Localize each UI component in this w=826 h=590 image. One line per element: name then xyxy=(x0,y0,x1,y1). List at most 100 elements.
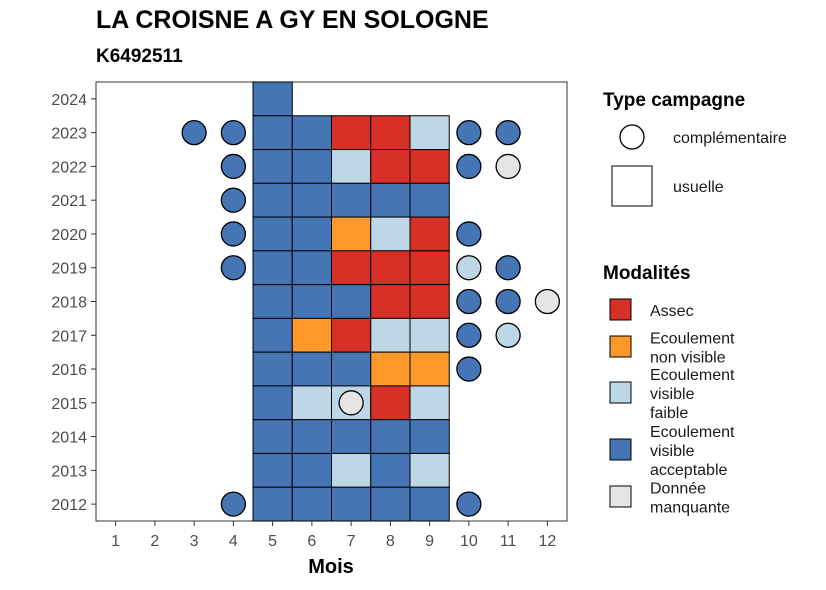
y-tick-label: 2013 xyxy=(51,463,87,480)
square-mark xyxy=(252,216,293,252)
y-tick-label: 2016 xyxy=(51,362,87,379)
square-mark xyxy=(370,419,411,454)
x-tick-label: 4 xyxy=(229,533,238,550)
square-mark xyxy=(409,250,450,286)
legend-label-line: Ecoulement xyxy=(650,367,735,384)
x-tick-label: 2 xyxy=(150,533,159,550)
legend: Type campagne complémentaire usuelle Modali… xyxy=(603,90,787,517)
circle-mark xyxy=(456,255,482,281)
square-mark xyxy=(409,115,450,151)
x-tick-label: 8 xyxy=(386,533,395,550)
circle-mark xyxy=(220,491,247,517)
square-mark xyxy=(331,182,372,218)
y-tick-label: 2020 xyxy=(51,227,87,244)
circle-mark xyxy=(456,356,482,382)
y-tick-label: 2019 xyxy=(51,261,87,278)
x-tick-label: 1 xyxy=(111,533,120,550)
circle-mark xyxy=(495,255,521,281)
square-mark xyxy=(409,216,450,252)
square-mark xyxy=(252,351,293,387)
chart-title: LA CROISNE A GY EN SOLOGNE xyxy=(96,6,489,34)
square-mark xyxy=(291,115,332,151)
x-tick-label: 6 xyxy=(307,533,316,550)
x-tick-label: 11 xyxy=(500,533,517,550)
x-tick-label: 10 xyxy=(460,533,478,550)
legend-label-line: manquante xyxy=(650,500,730,517)
x-tick-label: 12 xyxy=(538,533,556,550)
square-mark xyxy=(409,317,450,353)
square-mark xyxy=(370,115,411,151)
legend-modalite-key xyxy=(609,298,632,321)
circle-mark xyxy=(495,153,521,180)
square-mark xyxy=(370,486,411,522)
square-mark xyxy=(252,317,293,353)
y-tick-label: 2023 xyxy=(51,126,87,143)
square-mark xyxy=(252,182,293,218)
circle-mark xyxy=(456,322,482,348)
square-mark xyxy=(291,351,332,387)
legend-label-line: Ecoulement xyxy=(650,331,735,348)
square-mark xyxy=(331,149,372,184)
square-mark xyxy=(370,317,411,353)
legend-modalite-label: Donnée manquante xyxy=(650,481,730,517)
circle-mark xyxy=(220,221,247,247)
square-mark xyxy=(331,250,372,286)
square-mark xyxy=(252,81,293,117)
square-mark xyxy=(252,115,293,151)
legend-campagne-label: usuelle xyxy=(673,179,724,196)
legend-label-line: non visible xyxy=(650,350,726,367)
y-tick-label: 2015 xyxy=(51,396,87,413)
x-axis-title: Mois xyxy=(308,556,354,578)
x-tick-label: 7 xyxy=(347,533,356,550)
square-mark xyxy=(291,452,332,488)
circle-mark xyxy=(456,288,482,315)
circle-mark xyxy=(456,491,482,517)
legend-label-line: faible xyxy=(650,405,688,422)
square-mark xyxy=(331,115,372,151)
square-mark xyxy=(252,486,293,522)
legend-label-line: Assec xyxy=(650,303,694,320)
square-mark xyxy=(291,419,332,454)
square-mark xyxy=(331,452,372,488)
legend-modalite-label: Ecoulement visible faible xyxy=(650,367,735,422)
square-mark xyxy=(331,351,372,387)
square-mark xyxy=(252,250,293,286)
y-tick-label: 2022 xyxy=(51,159,87,176)
y-tick-label: 2012 xyxy=(51,497,87,514)
square-mark xyxy=(331,419,372,454)
square-mark xyxy=(291,385,332,421)
circle-mark xyxy=(495,322,521,348)
square-mark xyxy=(370,182,411,218)
legend-modalites-title: Modalités xyxy=(603,263,691,284)
x-tick-label: 5 xyxy=(268,533,277,550)
square-mark xyxy=(331,486,372,522)
square-mark xyxy=(370,284,411,319)
square-mark xyxy=(291,486,332,522)
circle-mark xyxy=(495,120,521,146)
square-mark xyxy=(370,216,411,252)
square-mark xyxy=(291,284,332,319)
square-mark xyxy=(291,250,332,286)
square-mark xyxy=(252,385,293,421)
y-tick-label: 2014 xyxy=(51,430,87,447)
legend-label-line: visible xyxy=(650,386,695,403)
circle-mark xyxy=(181,120,207,146)
square-mark xyxy=(409,351,450,387)
y-tick-label: 2024 xyxy=(51,92,87,109)
square-mark xyxy=(409,182,450,218)
legend-square-key xyxy=(611,165,653,207)
y-tick-label: 2018 xyxy=(51,295,87,312)
legend-label-line: Donnée xyxy=(650,481,706,498)
chart-subtitle: K6492511 xyxy=(96,46,183,67)
square-mark xyxy=(409,284,450,319)
square-mark xyxy=(370,385,411,421)
legend-modalite-key xyxy=(609,438,632,461)
legend-modalite-label: Ecoulement non visible xyxy=(650,331,735,367)
square-mark xyxy=(409,385,450,421)
square-mark xyxy=(252,452,293,488)
axes: 1 2 3 4 5 6 7 8 9 10 11 122012201320142015201620172… xyxy=(51,92,556,550)
legend-label-line: Ecoulement xyxy=(650,424,735,441)
square-mark xyxy=(409,149,450,184)
circle-mark xyxy=(220,120,247,146)
